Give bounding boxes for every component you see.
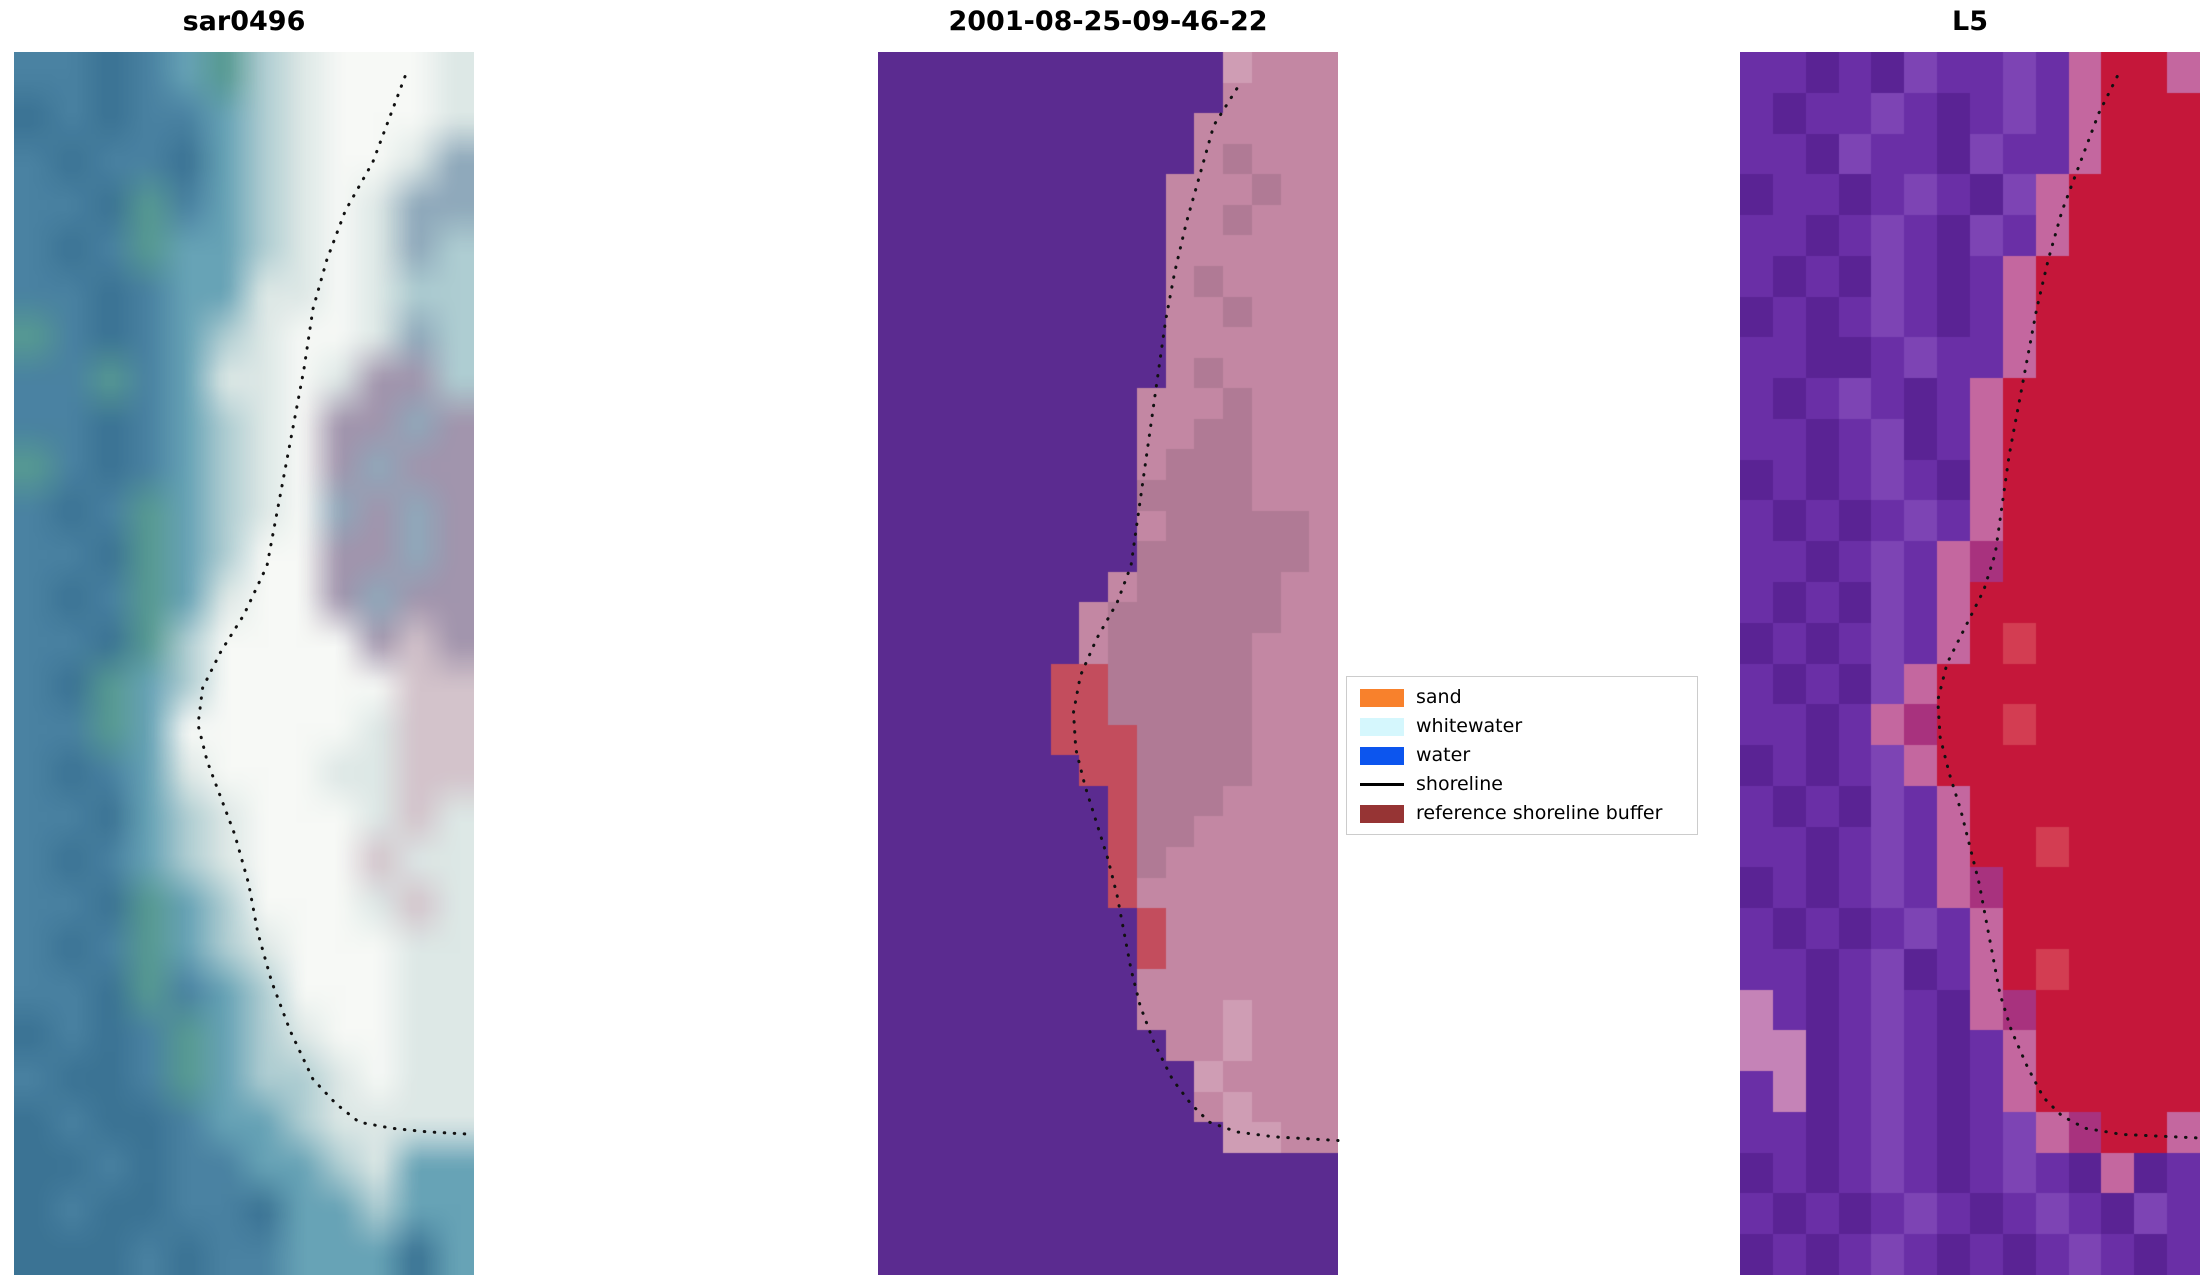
panel-sar: sar0496 <box>14 6 476 1275</box>
shoreline-overlay-sar <box>196 75 476 1136</box>
panel-title-l5: L5 <box>1952 6 1988 37</box>
shoreline-overlay-classified <box>1071 87 1340 1142</box>
legend-label: sand <box>1416 686 1462 708</box>
legend-item-shoreline: shoreline <box>1360 775 1684 794</box>
panel-title-sar: sar0496 <box>182 6 306 37</box>
panel-title-classified: 2001-08-25-09-46-22 <box>948 6 1268 37</box>
panel-l5: L5 <box>1740 6 2200 1275</box>
legend-swatch-shoreline-line <box>1360 783 1404 786</box>
panel-classified: 2001-08-25-09-46-22 <box>878 6 1340 1275</box>
legend-label: water <box>1416 744 1471 766</box>
legend-swatch-reference-shoreline-buffer-patch <box>1360 804 1404 823</box>
legend-item-sand: sand <box>1360 688 1684 707</box>
legend-label: whitewater <box>1416 715 1523 737</box>
legend-item-water: water <box>1360 746 1684 765</box>
legend-label: reference shoreline buffer <box>1416 802 1663 824</box>
legend-item-reference-shoreline-buffer: reference shoreline buffer <box>1360 804 1684 823</box>
classified-image-canvas <box>878 52 1338 1275</box>
legend-swatch-whitewater-patch <box>1360 717 1404 736</box>
legend: sand whitewater water shoreline reference sh… <box>1346 676 1698 835</box>
legend-item-whitewater: whitewater <box>1360 717 1684 736</box>
l5-image-canvas <box>1740 52 2200 1275</box>
shoreline-overlay-l5 <box>1936 75 2200 1140</box>
legend-swatch-sand-patch <box>1360 688 1404 707</box>
sar-image-canvas <box>14 52 474 1275</box>
legend-label: shoreline <box>1416 773 1503 795</box>
legend-swatch-water-patch <box>1360 746 1404 765</box>
